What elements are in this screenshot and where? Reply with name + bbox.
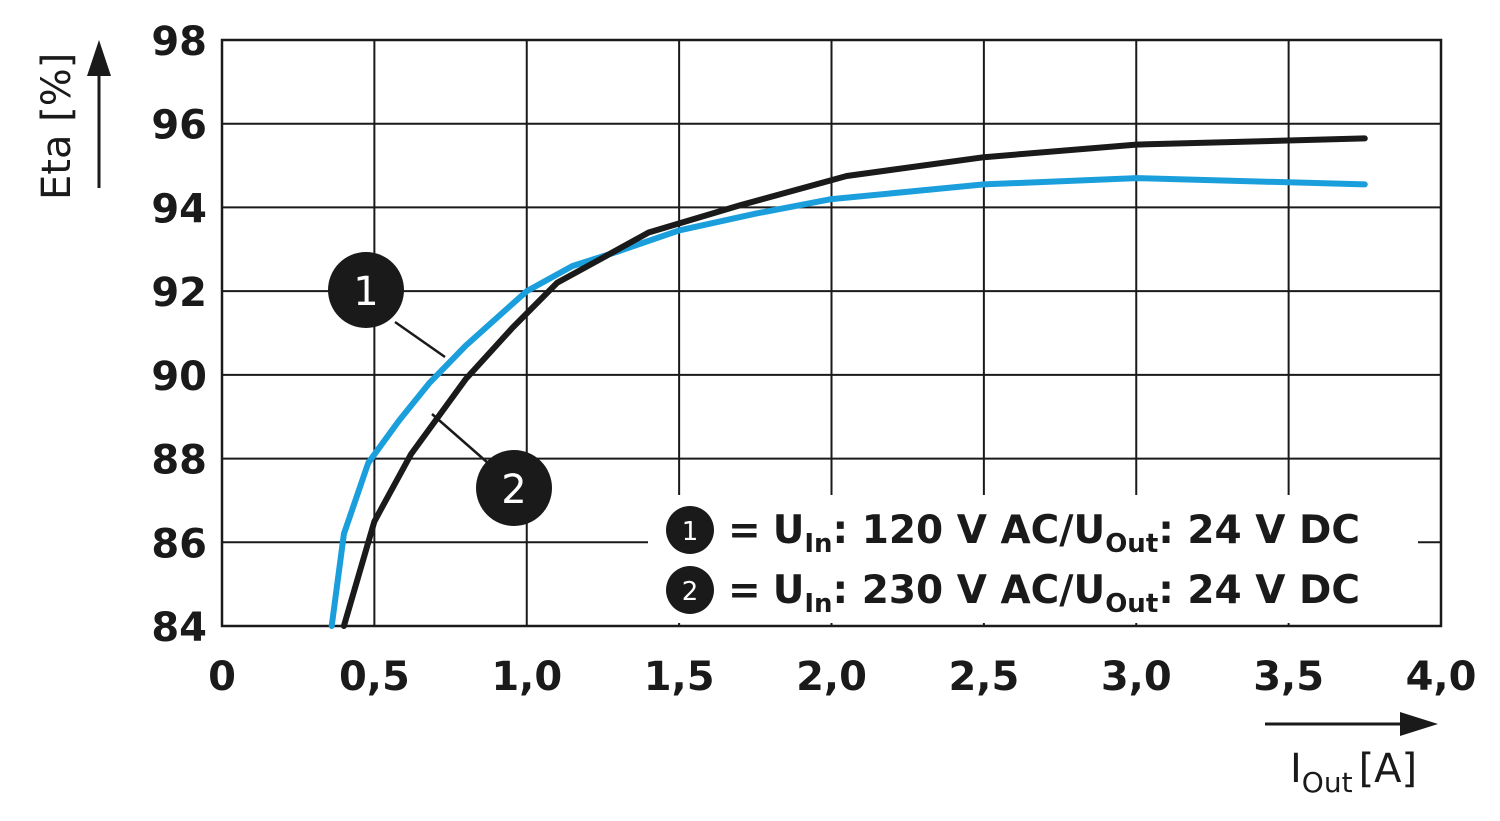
legend-2-u: U — [773, 568, 805, 613]
x-tick-label-1: 0,5 — [339, 654, 410, 700]
series-lines — [328, 135, 1368, 629]
x-tick-label-2: 1,0 — [491, 654, 562, 700]
x-tick-label-3: 1,5 — [644, 654, 715, 700]
legend-2-u2: U — [1074, 568, 1106, 613]
legend-2-text: = UIn: 230 V AC/UOut: 24 V DC — [728, 568, 1360, 619]
y-tick-label-7: 98 — [151, 19, 207, 65]
plot-frame — [220, 38, 1443, 628]
callout-2-circle — [476, 450, 552, 526]
legend-1-mid: : 120 V AC/ — [833, 508, 1075, 553]
legend-1-out: Out — [1105, 529, 1158, 559]
callouts: 1 2 — [328, 252, 552, 526]
legend-background — [648, 495, 1418, 623]
x-axis-arrow-head — [1400, 712, 1438, 736]
y-tick-label-1: 86 — [151, 521, 207, 567]
y-axis-label: Eta [%] — [34, 53, 80, 200]
legend-1-eq: = — [728, 508, 761, 553]
callout-1-circle — [328, 252, 404, 328]
legend-2-end: : 24 V DC — [1158, 568, 1360, 613]
y-tick-label-0: 84 — [151, 605, 207, 651]
legend: 1 = UIn: 120 V AC/UOut: 24 V DC 2 = UIn: 2… — [648, 495, 1418, 623]
y-tick-label-3: 90 — [151, 354, 207, 400]
y-tick-label-2: 88 — [151, 438, 207, 484]
x-tick-labels: 0 0,5 1,0 1,5 2,0 2,5 3,0 3,5 4,0 — [208, 654, 1476, 700]
x-tick-label-0: 0 — [208, 654, 236, 700]
x-tick-label-8: 4,0 — [1406, 654, 1477, 700]
x-tick-label-4: 2,0 — [796, 654, 867, 700]
x-tick-label-6: 3,0 — [1101, 654, 1172, 700]
callout-1-label: 1 — [353, 269, 378, 315]
legend-1-badge — [666, 506, 714, 554]
legend-entry-1: 1 = UIn: 120 V AC/UOut: 24 V DC — [666, 506, 1360, 559]
y-tick-label-6: 96 — [151, 103, 207, 149]
x-tick-label-7: 3,5 — [1253, 654, 1324, 700]
legend-1-in: In — [804, 529, 832, 559]
x-axis-title: IOut [A] — [1265, 712, 1438, 799]
y-axis-title: Eta [%] — [34, 40, 111, 200]
callout-2-leader — [431, 413, 489, 464]
legend-1-u2: U — [1074, 508, 1106, 553]
y-tick-labels: 84 86 88 90 92 94 96 98 — [151, 19, 207, 651]
legend-2-out: Out — [1105, 589, 1158, 619]
x-tick-label-5: 2,5 — [948, 654, 1019, 700]
legend-1-text: = UIn: 120 V AC/UOut: 24 V DC — [728, 508, 1360, 559]
x-axis-label-main: I — [1290, 746, 1302, 792]
x-axis-label: IOut [A] — [1290, 746, 1417, 799]
callout-1-leader — [394, 320, 446, 359]
x-axis-label-sub: Out — [1302, 766, 1353, 799]
legend-2-badge-label: 2 — [682, 577, 699, 607]
legend-2-mid: : 230 V AC/ — [833, 568, 1075, 613]
legend-2-badge — [666, 566, 714, 614]
y-tick-label-4: 92 — [151, 270, 207, 316]
legend-entry-2: 2 = UIn: 230 V AC/UOut: 24 V DC — [666, 566, 1360, 619]
series-line-1 — [328, 175, 1368, 629]
x-axis-label-unit: [A] — [1359, 746, 1418, 792]
legend-1-u: U — [773, 508, 805, 553]
legend-2-eq: = — [728, 568, 761, 613]
legend-1-end: : 24 V DC — [1158, 508, 1360, 553]
callout-2-label: 2 — [501, 467, 526, 513]
grid — [220, 38, 1443, 628]
legend-1-badge-label: 1 — [682, 517, 699, 547]
series-line-2 — [340, 135, 1368, 629]
y-tick-label-5: 94 — [151, 186, 207, 232]
y-axis-arrow-head — [87, 40, 111, 76]
legend-2-in: In — [804, 589, 832, 619]
